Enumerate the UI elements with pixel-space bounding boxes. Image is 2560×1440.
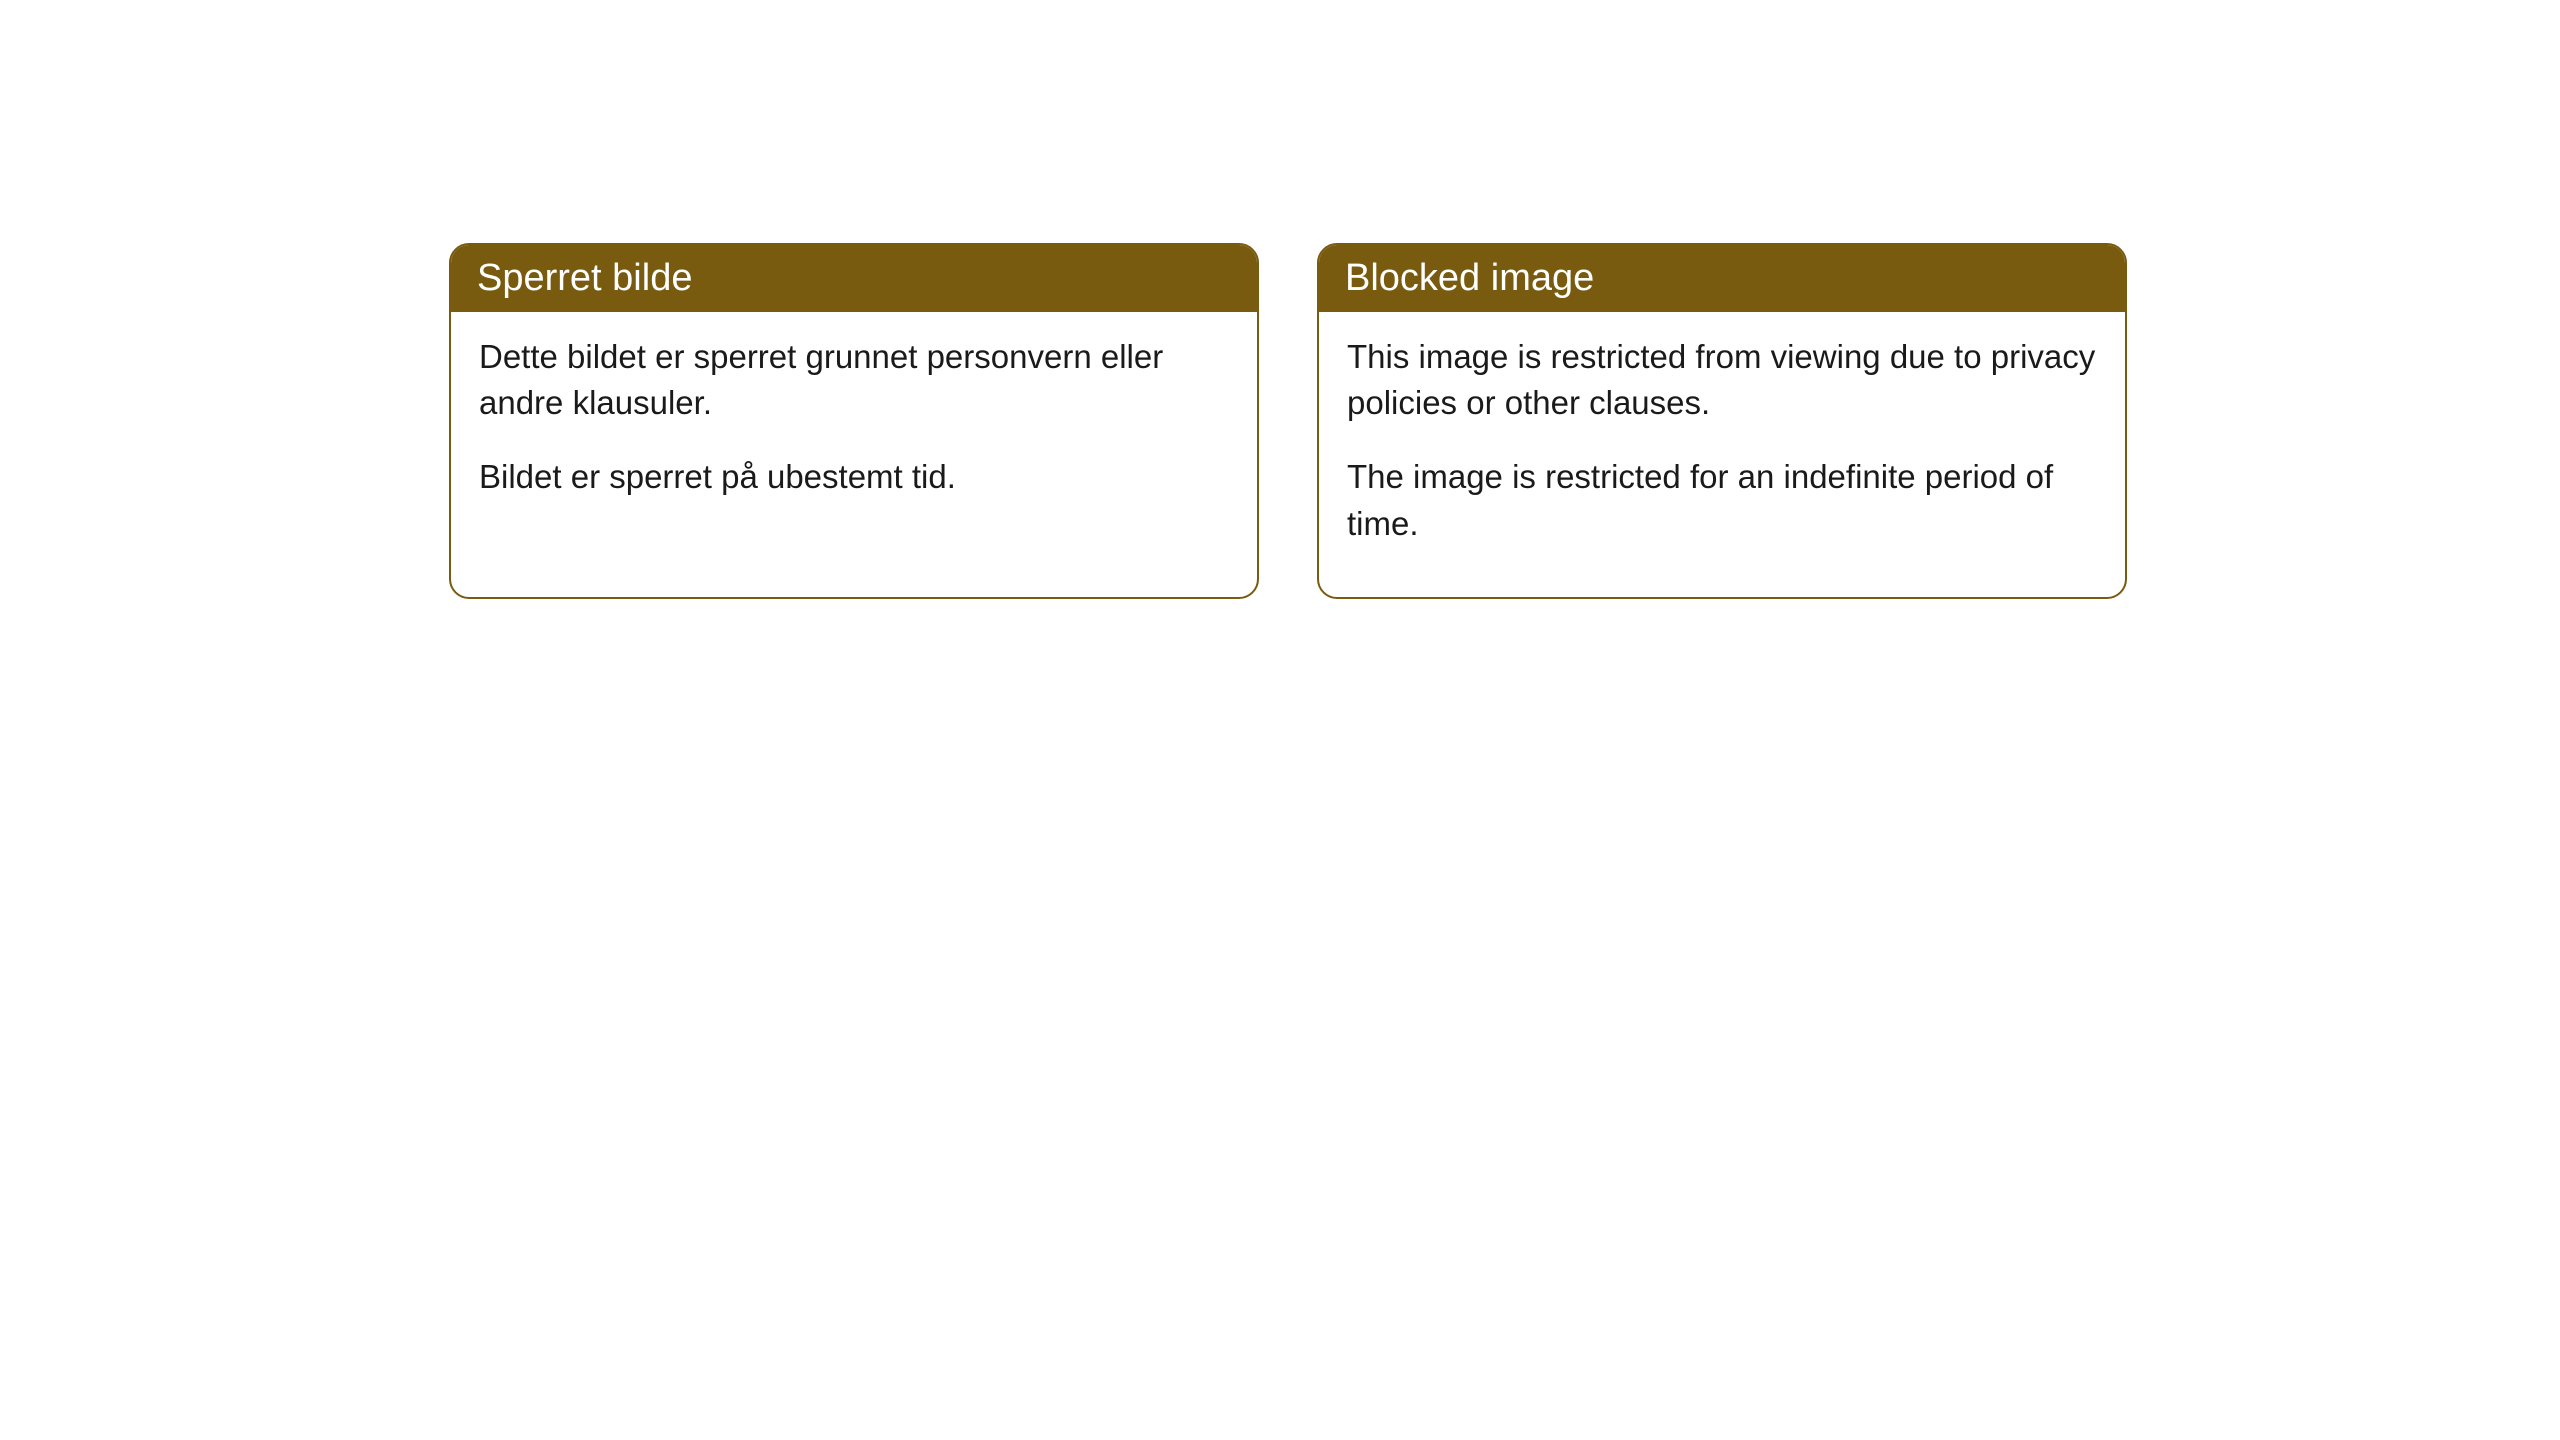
card-paragraph: Bildet er sperret på ubestemt tid. — [479, 454, 1229, 500]
card-paragraph: This image is restricted from viewing du… — [1347, 334, 2097, 426]
card-paragraph: Dette bildet er sperret grunnet personve… — [479, 334, 1229, 426]
card-title: Sperret bilde — [477, 257, 692, 299]
notice-cards-container: Sperret bilde Dette bildet er sperret gr… — [449, 243, 2127, 599]
blocked-image-card-norwegian: Sperret bilde Dette bildet er sperret gr… — [449, 243, 1259, 599]
card-paragraph: The image is restricted for an indefinit… — [1347, 454, 2097, 546]
card-body: Dette bildet er sperret grunnet personve… — [451, 312, 1257, 551]
blocked-image-card-english: Blocked image This image is restricted f… — [1317, 243, 2127, 599]
card-body: This image is restricted from viewing du… — [1319, 312, 2125, 597]
card-header: Blocked image — [1319, 245, 2125, 312]
card-title: Blocked image — [1345, 257, 1594, 299]
card-header: Sperret bilde — [451, 245, 1257, 312]
